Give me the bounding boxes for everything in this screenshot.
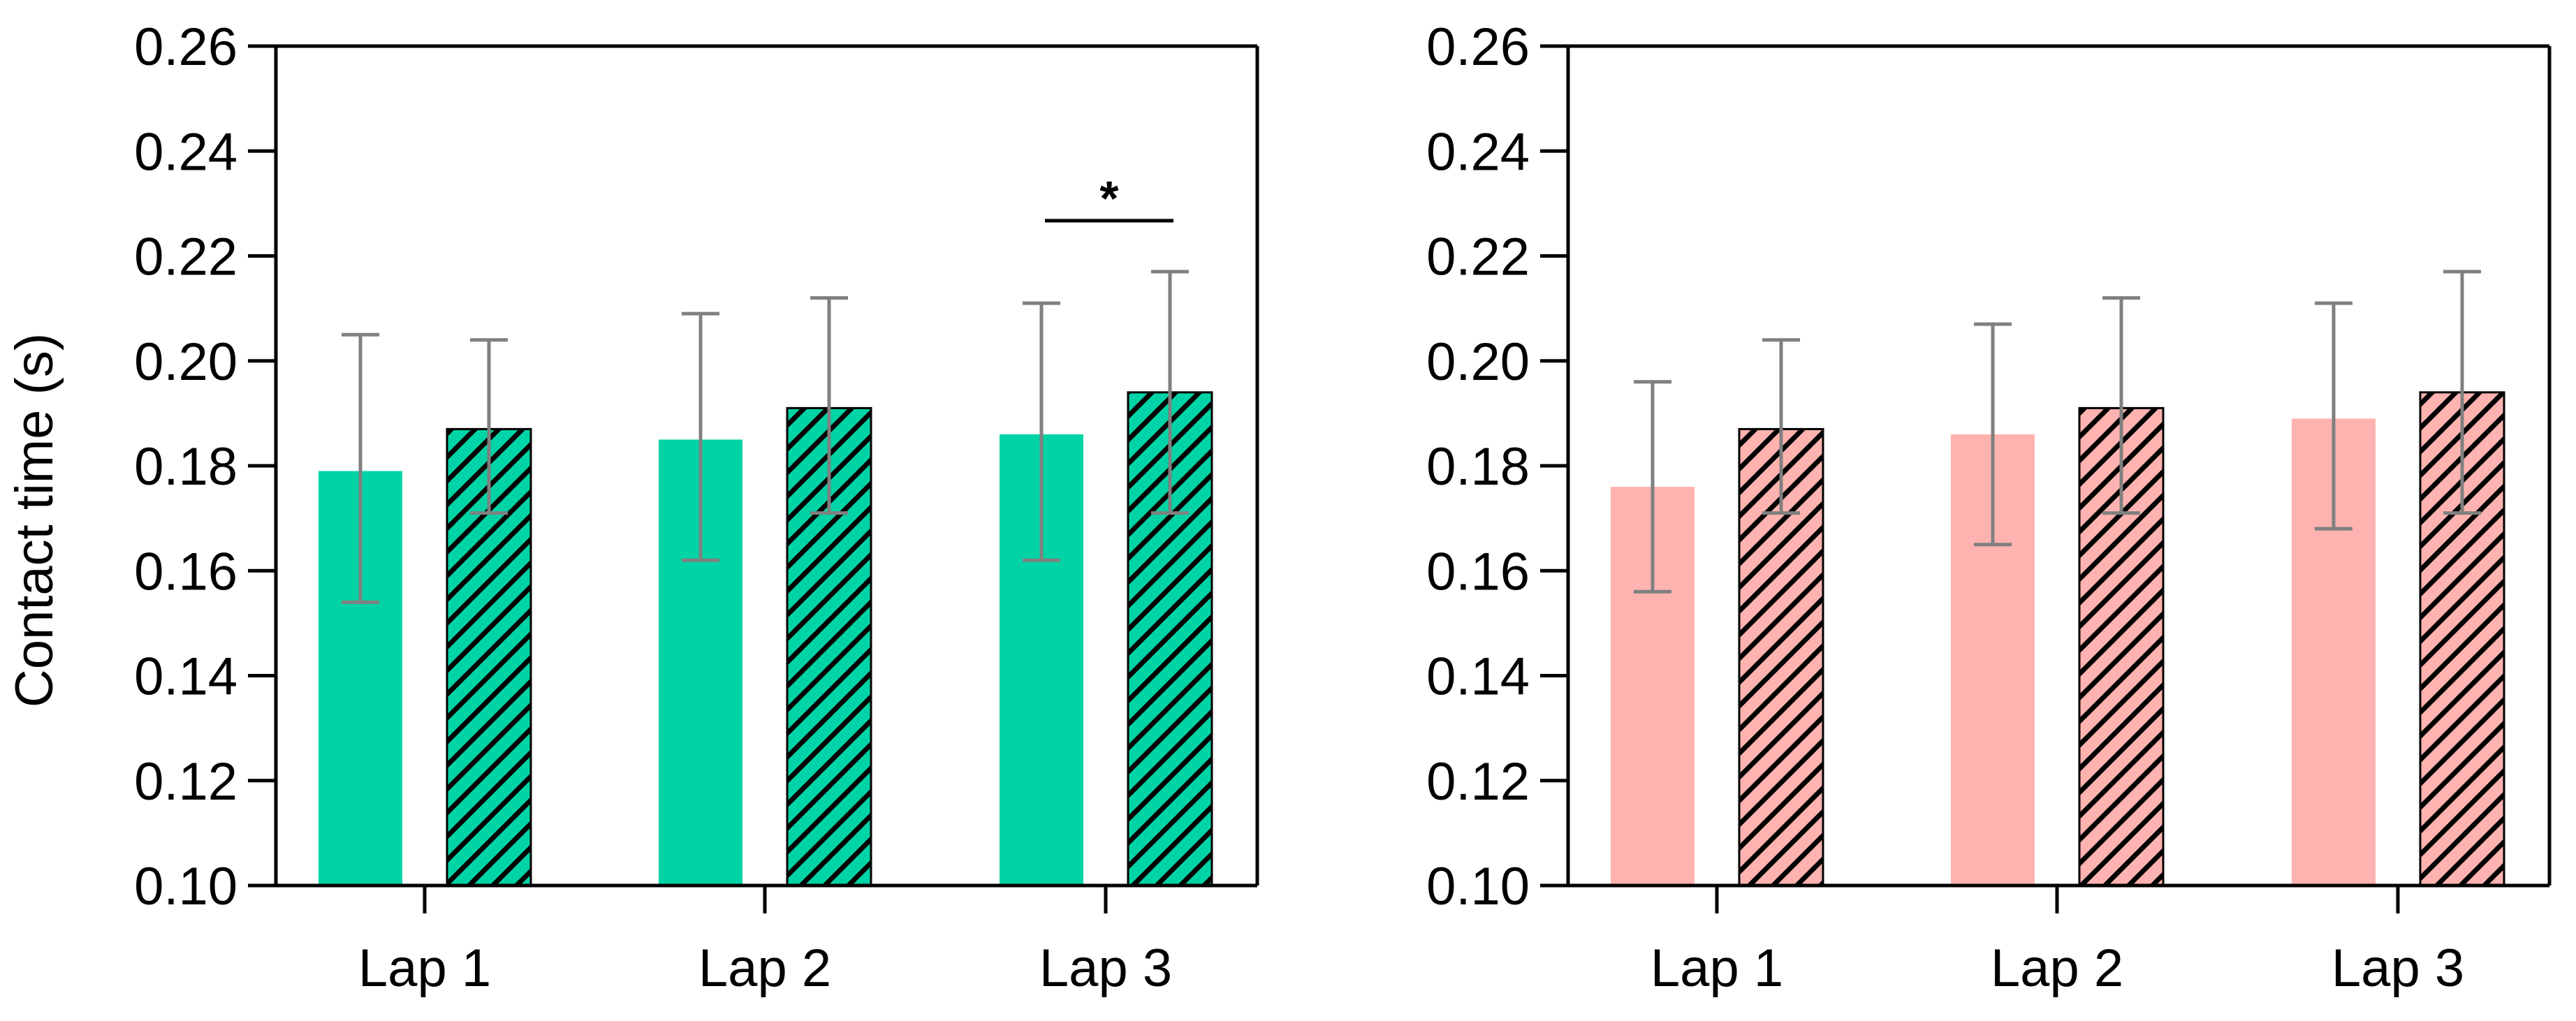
x-tick-label: Lap 3 [1039,939,1172,998]
y-tick-label: 0.10 [1426,857,1530,916]
y-tick-label: 0.20 [1426,332,1530,392]
x-tick-label: Lap 3 [2332,939,2464,998]
y-tick-label: 0.22 [134,228,237,287]
y-tick-label: 0.12 [1426,752,1530,811]
y-tick-label: 0.26 [134,17,237,77]
y-axis-label: Contact time (s) [5,333,64,707]
x-tick-label: Lap 1 [358,939,491,998]
y-tick-label: 0.24 [134,122,237,182]
y-tick-label: 0.22 [1426,228,1530,287]
significance-marker: * [1099,171,1119,226]
x-tick-label: Lap 1 [1651,939,1783,998]
y-tick-label: 0.16 [1426,542,1530,601]
y-tick-label: 0.20 [134,332,237,392]
y-tick-label: 0.14 [1426,647,1530,707]
right-chart-panel: 0.10 0.12 0.14 0.16 0.18 0.20 0.22 0.24 0.26 Lap … [1426,17,2552,998]
x-tick-label: Lap 2 [698,939,831,998]
y-tick-label: 0.10 [134,857,237,916]
y-tick-label: 0.26 [1426,17,1530,77]
y-tick-label: 0.18 [1426,437,1530,497]
x-tick-label: Lap 2 [1991,939,2123,998]
y-tick-label: 0.12 [134,752,237,811]
y-tick-label: 0.14 [134,647,237,707]
y-tick-label: 0.16 [134,542,237,601]
y-tick-label: 0.18 [134,437,237,497]
y-tick-label: 0.24 [1426,122,1530,182]
left-chart-panel: 0.10 0.12 0.14 0.16 0.18 0.20 0.22 0.24 0.26 Lap … [134,17,1259,998]
